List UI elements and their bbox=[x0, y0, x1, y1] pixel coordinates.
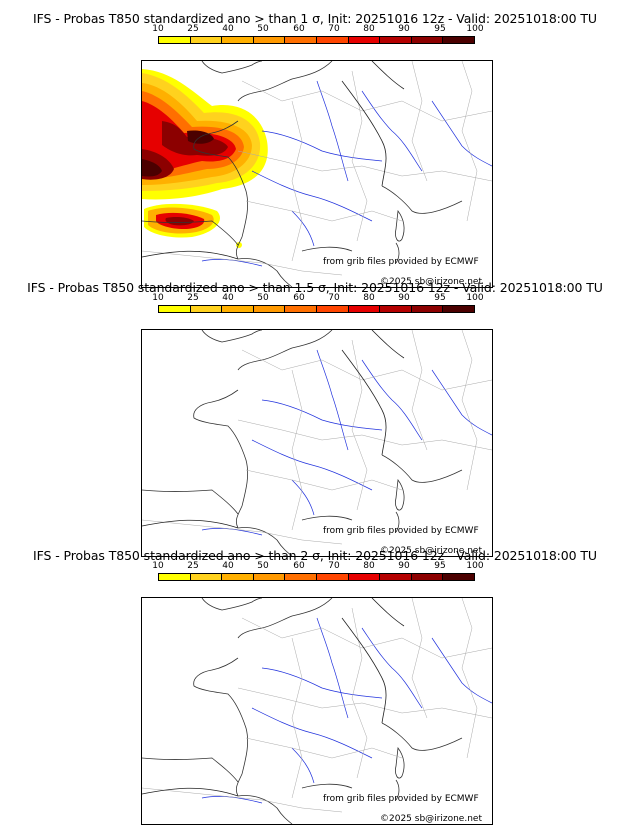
legend-color-segment bbox=[411, 306, 444, 312]
map-canvas bbox=[142, 330, 492, 556]
legend-tick: 10 bbox=[152, 293, 164, 303]
legend-tick: 40 bbox=[222, 561, 234, 571]
legend-color-segment bbox=[222, 37, 254, 43]
panel-title: IFS - Probas T850 standardized ano > tha… bbox=[33, 11, 597, 26]
admin-boundaries bbox=[142, 61, 492, 276]
legend-tick: 80 bbox=[363, 293, 375, 303]
legend-tick: 90 bbox=[398, 293, 410, 303]
legend-color-segment bbox=[443, 37, 474, 43]
legend-tick: 25 bbox=[187, 24, 199, 34]
legend-tick: 40 bbox=[222, 24, 234, 34]
legend-color-segment bbox=[253, 37, 286, 43]
legend-tick: 60 bbox=[293, 561, 305, 571]
credit-copyright: ©2025 sb@irizone.net bbox=[380, 814, 482, 824]
legend-color-segment bbox=[348, 37, 381, 43]
legend-tick: 60 bbox=[293, 24, 305, 34]
credit-source: from grib files provided by ECMWF bbox=[323, 794, 479, 804]
map-canvas bbox=[142, 598, 492, 824]
legend-tick: 70 bbox=[328, 293, 340, 303]
legend-tick: 60 bbox=[293, 293, 305, 303]
map-canvas bbox=[142, 61, 492, 287]
map-panel-2: IFS - Probas T850 standardized ano > tha… bbox=[0, 280, 630, 557]
legend-color-segment bbox=[348, 306, 381, 312]
panel-title: IFS - Probas T850 standardized ano > tha… bbox=[33, 548, 597, 563]
legend-tick: 95 bbox=[434, 561, 446, 571]
legend-color-segment bbox=[253, 574, 286, 580]
legend-tick: 90 bbox=[398, 561, 410, 571]
map-panel-3: IFS - Probas T850 standardized ano > tha… bbox=[0, 548, 630, 825]
national-borders bbox=[142, 330, 405, 529]
rivers bbox=[201, 349, 492, 536]
map-frame: from grib files provided by ECMWF ©2025 … bbox=[141, 60, 493, 288]
legend-tick: 80 bbox=[363, 24, 375, 34]
legend-tick: 25 bbox=[187, 561, 199, 571]
legend-tick: 50 bbox=[257, 293, 269, 303]
legend-colorbar bbox=[158, 36, 475, 44]
legend-colorbar bbox=[158, 573, 475, 581]
national-borders bbox=[142, 61, 405, 260]
legend-color-segment bbox=[159, 306, 191, 312]
legend-tick: 10 bbox=[152, 24, 164, 34]
map-frame: from grib files provided by ECMWF ©2025 … bbox=[141, 597, 493, 825]
credit-copyright: ©2025 sb@irizone.net bbox=[380, 277, 482, 287]
legend-tick: 80 bbox=[363, 561, 375, 571]
map-panel-1: IFS - Probas T850 standardized ano > tha… bbox=[0, 11, 630, 288]
legend-color-segment bbox=[380, 37, 412, 43]
coastlines bbox=[142, 598, 463, 824]
color-legend: 10 25 40 50 60 70 80 90 95 100 bbox=[152, 24, 484, 52]
legend-color-segment bbox=[253, 306, 286, 312]
legend-color-segment bbox=[316, 306, 349, 312]
coastlines bbox=[142, 330, 463, 556]
map-frame: from grib files provided by ECMWF ©2025 … bbox=[141, 329, 493, 557]
legend-color-segment bbox=[380, 306, 412, 312]
legend-color-segment bbox=[159, 574, 191, 580]
legend-tick: 95 bbox=[434, 24, 446, 34]
legend-color-segment bbox=[190, 574, 223, 580]
legend-color-segment bbox=[190, 306, 223, 312]
legend-color-segment bbox=[222, 574, 254, 580]
legend-tick: 70 bbox=[328, 24, 340, 34]
legend-tick: 25 bbox=[187, 293, 199, 303]
legend-color-segment bbox=[380, 574, 412, 580]
legend-color-segment bbox=[285, 306, 317, 312]
color-legend: 10 25 40 50 60 70 80 90 95 100 bbox=[152, 561, 484, 589]
legend-colorbar bbox=[158, 305, 475, 313]
color-legend: 10 25 40 50 60 70 80 90 95 100 bbox=[152, 293, 484, 321]
national-borders bbox=[142, 598, 405, 797]
legend-color-segment bbox=[411, 574, 444, 580]
legend-color-segment bbox=[316, 574, 349, 580]
legend-tick: 100 bbox=[466, 293, 484, 303]
rivers bbox=[201, 80, 492, 267]
legend-color-segment bbox=[190, 37, 223, 43]
legend-tick: 95 bbox=[434, 293, 446, 303]
legend-tick: 90 bbox=[398, 24, 410, 34]
legend-color-segment bbox=[222, 306, 254, 312]
legend-tick: 50 bbox=[257, 24, 269, 34]
legend-color-segment bbox=[285, 37, 317, 43]
legend-ticks: 10 25 40 50 60 70 80 90 95 100 bbox=[152, 24, 483, 35]
admin-boundaries bbox=[142, 330, 492, 545]
admin-boundaries bbox=[142, 598, 492, 813]
legend-tick: 100 bbox=[466, 561, 484, 571]
rivers bbox=[201, 617, 492, 804]
credit-source: from grib files provided by ECMWF bbox=[323, 526, 479, 536]
legend-tick: 10 bbox=[152, 561, 164, 571]
legend-color-segment bbox=[159, 37, 191, 43]
legend-tick: 50 bbox=[257, 561, 269, 571]
legend-color-segment bbox=[443, 306, 474, 312]
credit-copyright: ©2025 sb@irizone.net bbox=[380, 546, 482, 556]
legend-color-segment bbox=[411, 37, 444, 43]
legend-tick: 100 bbox=[466, 24, 484, 34]
coastlines bbox=[142, 61, 463, 287]
legend-ticks: 10 25 40 50 60 70 80 90 95 100 bbox=[152, 561, 483, 572]
legend-tick: 40 bbox=[222, 293, 234, 303]
legend-ticks: 10 25 40 50 60 70 80 90 95 100 bbox=[152, 293, 483, 304]
panel-title: IFS - Probas T850 standardized ano > tha… bbox=[27, 280, 603, 295]
legend-color-segment bbox=[285, 574, 317, 580]
credit-source: from grib files provided by ECMWF bbox=[323, 257, 479, 267]
legend-color-segment bbox=[443, 574, 474, 580]
legend-color-segment bbox=[316, 37, 349, 43]
legend-tick: 70 bbox=[328, 561, 340, 571]
legend-color-segment bbox=[348, 574, 381, 580]
